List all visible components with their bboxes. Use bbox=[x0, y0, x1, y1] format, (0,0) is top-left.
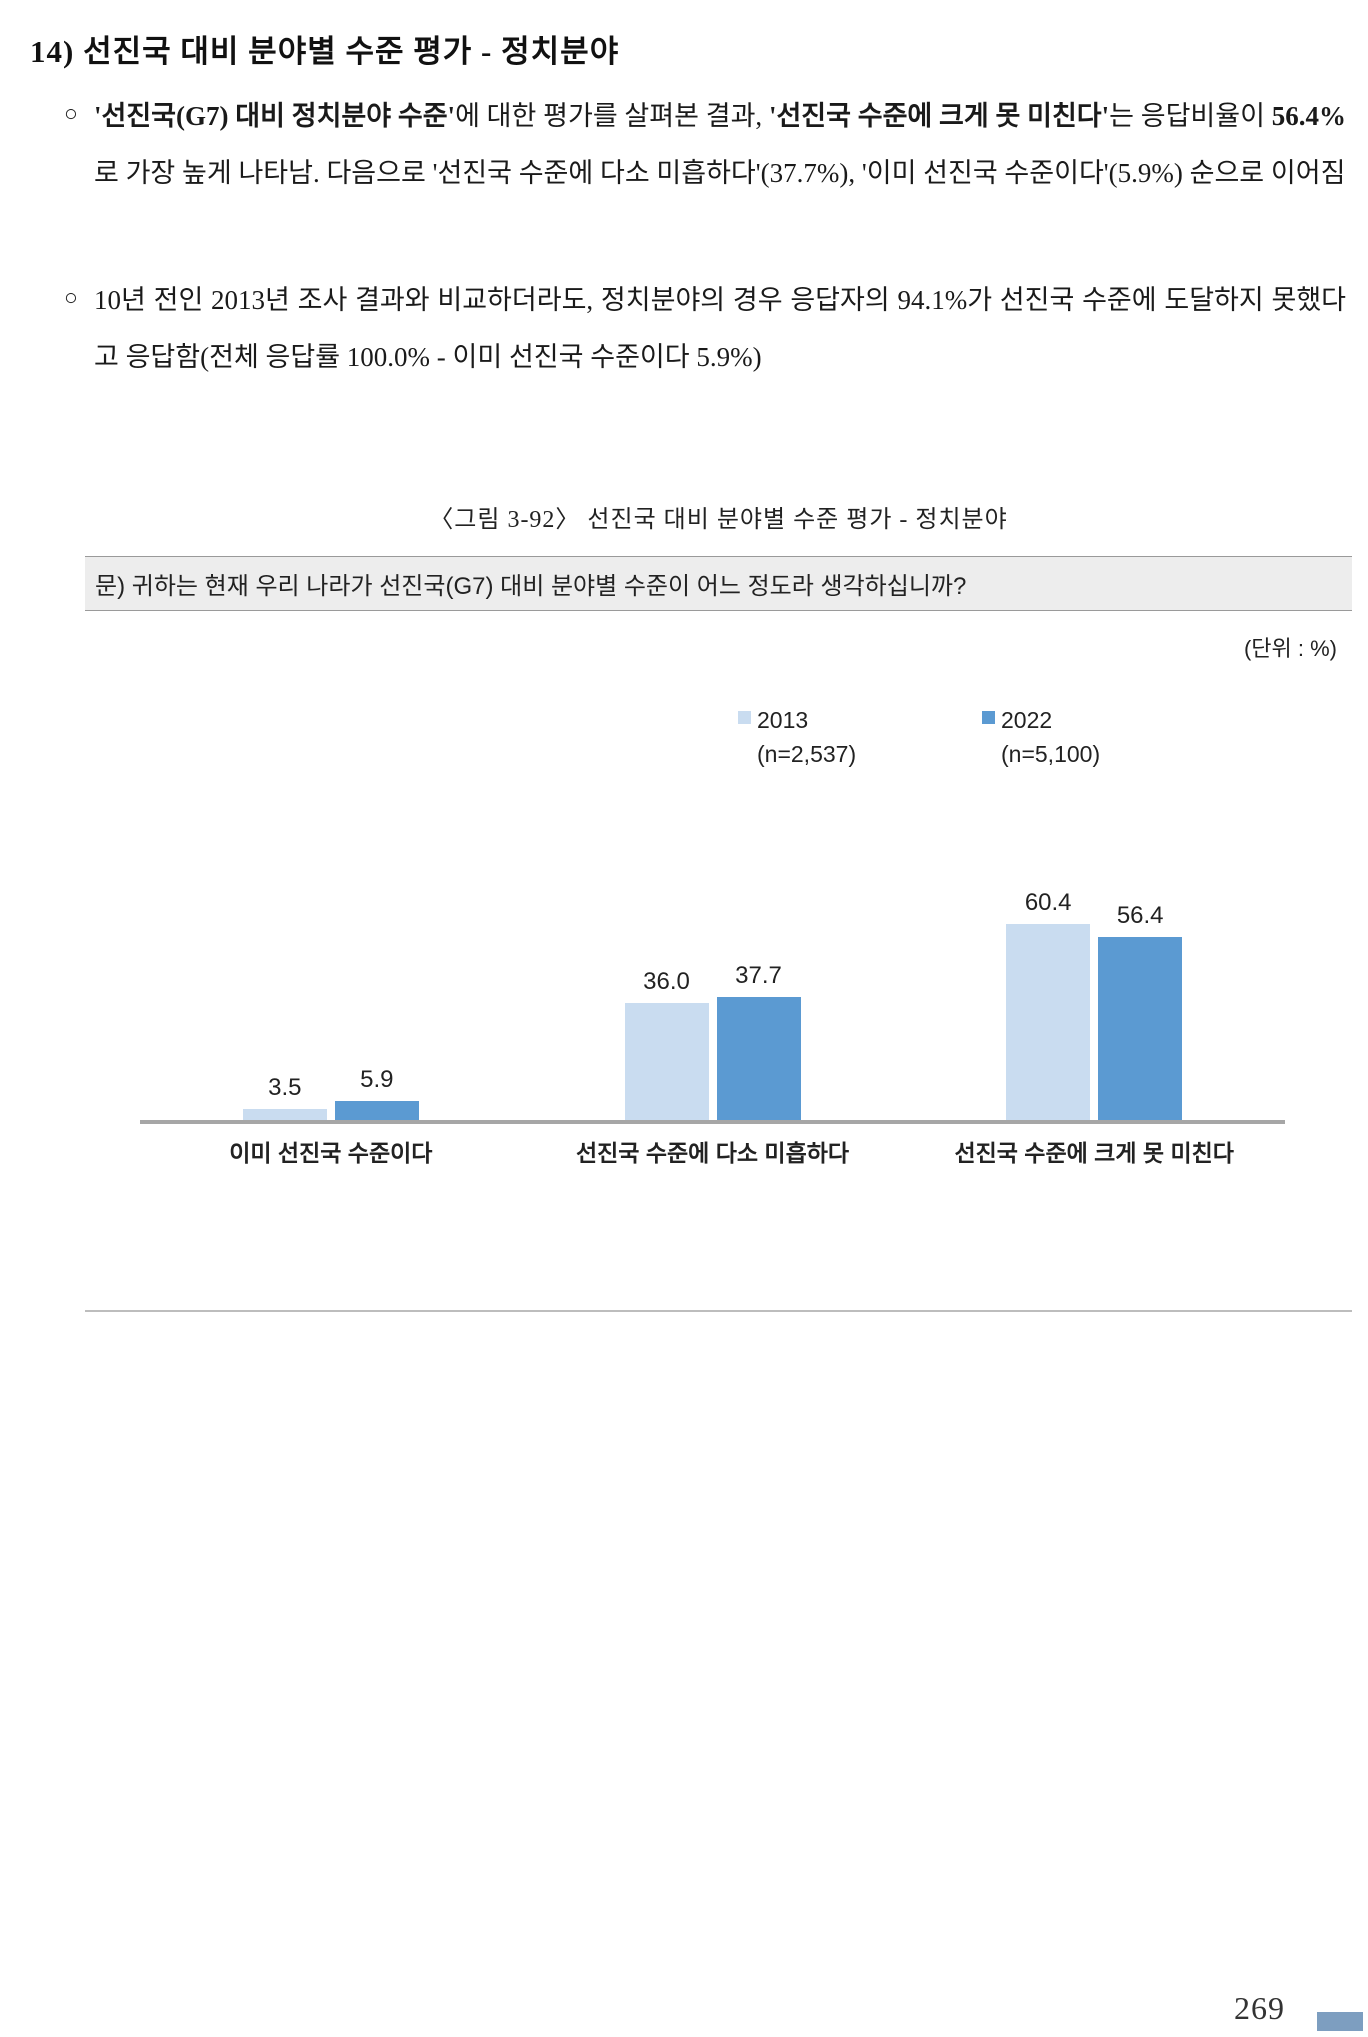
bar-value-label: 60.4 bbox=[1024, 889, 1072, 916]
category-label: 이미 선진국 수준이다 bbox=[229, 1140, 433, 1166]
category-label: 선진국 수준에 크게 못 미친다 bbox=[954, 1140, 1234, 1166]
bar-group: 3.5 5.9 bbox=[140, 1066, 522, 1120]
bar-group: 60.4 56.4 bbox=[903, 889, 1285, 1120]
bar-2022 bbox=[1098, 937, 1183, 1120]
bullet-text-2: 10년 전인 2013년 조사 결과와 비교하더라도, 정치분야의 경우 응답자… bbox=[94, 272, 1346, 386]
bar-2013 bbox=[242, 1109, 327, 1120]
page-edge-tab bbox=[1317, 2012, 1363, 2031]
text-run: 에 대한 평가를 살펴본 결과, bbox=[455, 101, 769, 131]
bar-value-label: 3.5 bbox=[268, 1074, 302, 1101]
chart-categories: 이미 선진국 수준이다 선진국 수준에 다소 미흡하다 선진국 수준에 크게 못 미… bbox=[140, 1134, 1285, 1168]
bar-2013 bbox=[1006, 924, 1091, 1120]
bar-with-label: 56.4 bbox=[1098, 902, 1183, 1120]
bar-with-label: 3.5 bbox=[242, 1074, 327, 1120]
legend-label: 2022 (n=5,100) bbox=[1001, 707, 1101, 767]
text-run: '선진국(G7) 대비 정치분야 수준' bbox=[94, 101, 456, 131]
legend-entry-2022: 2022 (n=5,100) bbox=[982, 703, 1100, 771]
bar-value-label: 5.9 bbox=[360, 1066, 394, 1093]
page-title: 14) 선진국 대비 분야별 수준 평가 - 정치분야 bbox=[30, 34, 620, 69]
section-divider bbox=[85, 1310, 1352, 1312]
bar-2022 bbox=[334, 1101, 419, 1120]
text-run: 는 응답비율이 bbox=[1109, 101, 1272, 131]
bar-value-label: 36.0 bbox=[643, 968, 690, 995]
legend-swatch-icon bbox=[982, 711, 995, 724]
bar-with-label: 37.7 bbox=[716, 962, 801, 1120]
legend-swatch-icon bbox=[738, 711, 751, 724]
chart-baseline bbox=[140, 1120, 1285, 1124]
category-label: 선진국 수준에 다소 미흡하다 bbox=[575, 1140, 850, 1166]
legend-entry-2013: 2013 (n=2,537) bbox=[738, 703, 856, 771]
bar-2022 bbox=[716, 997, 801, 1120]
text-run: 10년 전인 2013년 조사 결과와 비교하더라도, 정치분야의 경우 응답자… bbox=[94, 285, 1346, 372]
bar-value-label: 37.7 bbox=[735, 962, 782, 989]
unit-label: (단위 : %) bbox=[1243, 636, 1337, 661]
bullet-paragraph-1: ○ '선진국(G7) 대비 정치분야 수준'에 대한 평가를 살펴본 결과, '… bbox=[64, 88, 1346, 202]
bar-group: 36.0 37.7 bbox=[522, 962, 904, 1120]
bar-with-label: 36.0 bbox=[624, 968, 709, 1120]
bullet-circle-icon: ○ bbox=[64, 101, 78, 126]
legend-label: 2013 (n=2,537) bbox=[757, 707, 857, 767]
survey-question-text: 문) 귀하는 현재 우리 나라가 선진국(G7) 대비 분야별 수준이 어느 정… bbox=[95, 573, 967, 600]
bar-with-label: 60.4 bbox=[1006, 889, 1091, 1120]
bullet-text-1: '선진국(G7) 대비 정치분야 수준'에 대한 평가를 살펴본 결과, '선진… bbox=[94, 88, 1346, 202]
text-run: '선진국 수준에 크게 못 미친다' bbox=[768, 101, 1110, 131]
bar-value-label: 56.4 bbox=[1116, 902, 1164, 929]
survey-question-box: 문) 귀하는 현재 우리 나라가 선진국(G7) 대비 분야별 수준이 어느 정… bbox=[85, 556, 1352, 611]
bar-2013 bbox=[624, 1003, 709, 1120]
chart-plot: 3.5 5.9 36.0 37.7 60.4 56.4 bbox=[140, 790, 1285, 1120]
bar-with-label: 5.9 bbox=[334, 1066, 419, 1120]
text-run: 56.4% bbox=[1271, 101, 1346, 131]
page-number: 269 bbox=[1234, 1990, 1285, 2026]
bullet-circle-icon: ○ bbox=[64, 285, 78, 310]
text-run: 로 가장 높게 나타남. 다음으로 '선진국 수준에 다소 미흡하다'(37.7… bbox=[94, 158, 1346, 188]
bullet-paragraph-2: ○ 10년 전인 2013년 조사 결과와 비교하더라도, 정치분야의 경우 응… bbox=[64, 272, 1346, 386]
figure-caption: 〈그림 3-92〉 선진국 대비 분야별 수준 평가 - 정치분야 bbox=[429, 507, 1008, 533]
